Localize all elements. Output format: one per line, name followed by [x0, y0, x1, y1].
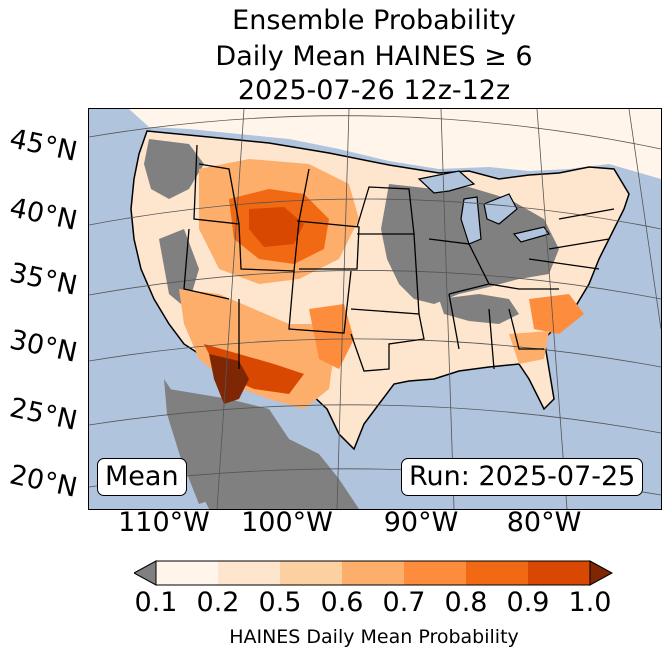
lat-label-35: 35°N — [6, 257, 80, 302]
statistic-label: Mean — [97, 458, 187, 496]
baja-land — [164, 379, 214, 504]
below-threshold-northwest — [144, 139, 204, 199]
colorbar-bin-5 — [404, 561, 466, 585]
graticule — [89, 109, 661, 509]
lon-label-100: 100°W — [241, 507, 333, 538]
great-lakes — [417, 170, 550, 245]
colorbar-tick-0.6: 0.6 — [320, 587, 364, 618]
lat-label-30: 30°N — [6, 324, 80, 369]
lon-label-110: 110°W — [118, 507, 210, 538]
state-borders — [183, 144, 615, 372]
lon-label-90: 90°W — [383, 507, 459, 538]
colorbar-outline — [155, 560, 591, 586]
mexico-land — [169, 389, 359, 509]
colorbar-over-arrow — [589, 560, 614, 586]
lon-label-80: 80°W — [506, 507, 582, 538]
title-line-3: 2025-07-26 12z-12z — [237, 75, 511, 106]
colorbar-tick-0.9: 0.9 — [506, 587, 550, 618]
colorbar-bin-3 — [280, 561, 342, 585]
colorbar-tick-0.1: 0.1 — [134, 587, 178, 618]
colorbar-bin-1 — [156, 561, 218, 585]
colorbar-tick-0.5: 0.5 — [258, 587, 302, 618]
lat-label-45: 45°N — [6, 123, 80, 168]
run-date-label: Run: 2025-07-25 — [401, 458, 644, 496]
title-line-1: Ensemble Probability — [232, 5, 516, 36]
below-threshold-midsouth — [439, 294, 519, 324]
probability-map — [88, 108, 662, 510]
colorbar-label: HAINES Daily Mean Probability — [229, 626, 519, 648]
lat-label-25: 25°N — [6, 392, 80, 437]
colorbar-bin-4 — [342, 561, 404, 585]
prob-0.9-southwest — [204, 344, 304, 394]
below-threshold-west — [159, 229, 199, 309]
colorbar-under-arrow — [134, 560, 157, 586]
title-line-2: Daily Mean HAINES ≥ 6 — [215, 41, 533, 72]
map-canvas — [89, 109, 661, 509]
colorbar — [134, 560, 614, 586]
colorbar-bin-6 — [466, 561, 528, 585]
prob-0.9-rockies — [249, 207, 304, 247]
canada-land — [129, 109, 661, 179]
colorbar-tick-0.8: 0.8 — [444, 587, 488, 618]
colorbar-tick-0.2: 0.2 — [196, 587, 240, 618]
colorbar-bin-2 — [218, 561, 280, 585]
colorbar-bin-7 — [528, 561, 590, 585]
prob-0.7-carolinas — [529, 294, 584, 334]
lat-label-20: 20°N — [6, 459, 80, 504]
lat-label-40: 40°N — [6, 192, 80, 237]
colorbar-tick-0.7: 0.7 — [382, 587, 426, 618]
colorbar-tick-1.0: 1.0 — [568, 587, 612, 618]
